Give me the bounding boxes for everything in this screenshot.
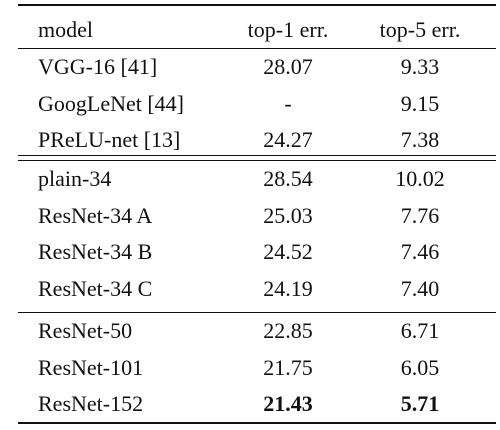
model-name: ResNet-152 bbox=[38, 391, 144, 416]
model-name: ResNet-50 bbox=[38, 318, 133, 343]
error-value: - bbox=[284, 90, 292, 116]
error-value: 7.40 bbox=[400, 275, 440, 301]
table-rule bbox=[18, 155, 496, 156]
error-value: 28.07 bbox=[263, 54, 313, 79]
model-name: ResNet-101 bbox=[38, 354, 144, 380]
model-name: ResNet-34 C bbox=[38, 275, 153, 301]
error-value: 25.03 bbox=[263, 202, 313, 228]
table-rule bbox=[18, 160, 496, 161]
error-value: 24.19 bbox=[263, 275, 313, 301]
model-name: GoogLeNet [44] bbox=[38, 90, 185, 116]
error-value: 9.33 bbox=[400, 54, 440, 79]
error-value: 7.38 bbox=[400, 127, 440, 152]
error-value: 21.43 bbox=[263, 391, 313, 416]
table-rule bbox=[18, 422, 496, 424]
model-name: ResNet-34 A bbox=[38, 202, 153, 228]
error-value: 6.71 bbox=[400, 318, 440, 343]
error-value: 7.46 bbox=[400, 239, 440, 264]
error-value: 24.27 bbox=[263, 127, 313, 152]
header-cell: model bbox=[38, 17, 93, 42]
table-rule bbox=[18, 312, 496, 313]
error-value: 5.71 bbox=[400, 391, 440, 416]
header-cell: top-5 err. bbox=[379, 17, 461, 42]
model-name: PReLU-net [13] bbox=[38, 127, 181, 152]
table-rule bbox=[18, 48, 496, 49]
table-rule bbox=[18, 4, 496, 6]
error-value: 7.76 bbox=[400, 202, 440, 228]
error-value: 21.75 bbox=[263, 354, 313, 380]
error-value: 28.54 bbox=[263, 166, 313, 191]
error-value: 9.15 bbox=[400, 90, 440, 116]
model-name: plain-34 bbox=[38, 166, 112, 191]
model-name: VGG-16 [41] bbox=[38, 54, 158, 79]
error-value: 22.85 bbox=[263, 318, 313, 343]
model-name: ResNet-34 B bbox=[38, 239, 153, 264]
header-cell: top-1 err. bbox=[247, 17, 329, 42]
error-value: 10.02 bbox=[395, 166, 445, 191]
error-value: 6.05 bbox=[400, 354, 440, 380]
error-value: 24.52 bbox=[263, 239, 313, 264]
